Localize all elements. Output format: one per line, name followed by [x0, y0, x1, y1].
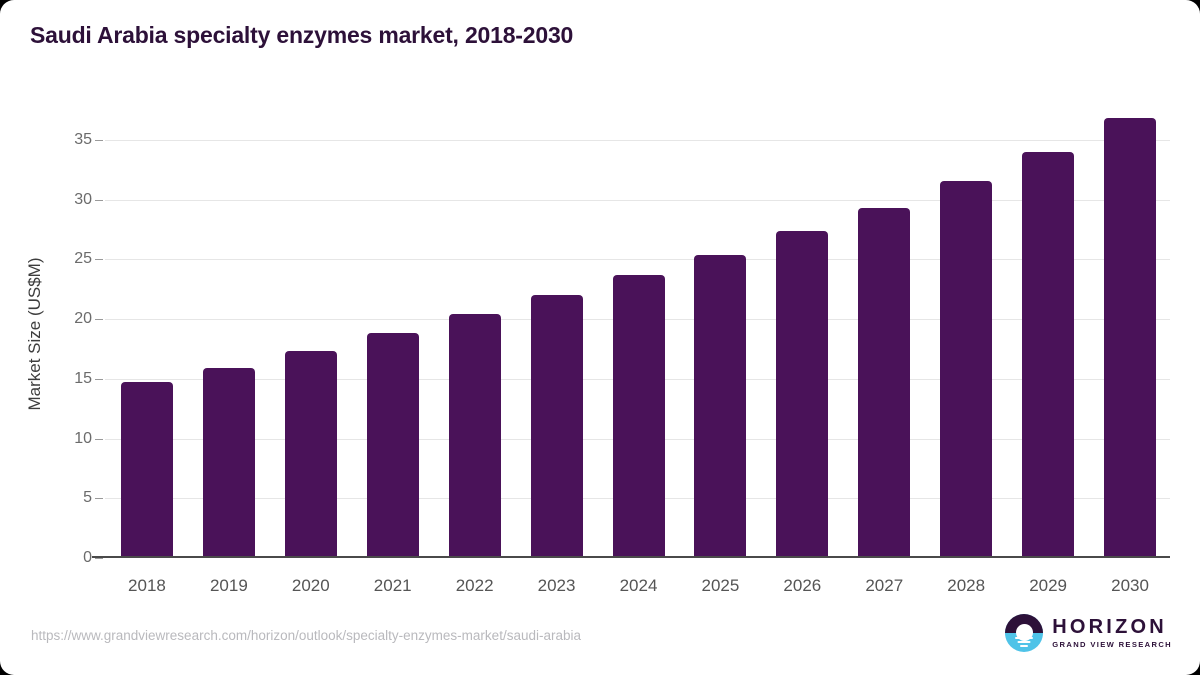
bar[interactable]: [858, 207, 911, 558]
x-axis-tick-label: 2027: [865, 576, 904, 595]
bar-group[interactable]: [1022, 110, 1075, 558]
bar[interactable]: [366, 333, 419, 558]
bar-series: [105, 110, 1170, 558]
y-axis-tick-mark: [95, 498, 103, 500]
bar-group[interactable]: [776, 110, 829, 558]
logo-wordmark: HORIZON: [1052, 616, 1167, 639]
x-axis-tick-label: 2019: [209, 576, 248, 595]
y-axis-tick-label: 5: [83, 489, 92, 507]
y-axis-tick-mark: [95, 558, 103, 559]
bar[interactable]: [448, 314, 501, 558]
y-axis-tick-mark: [95, 319, 103, 321]
y-axis-tick-label: 0: [83, 549, 92, 566]
bar[interactable]: [530, 295, 583, 558]
x-axis-tick-label: 2024: [619, 576, 658, 595]
x-axis-tick-label: 2025: [701, 576, 740, 595]
bar[interactable]: [1022, 151, 1075, 558]
bar-group[interactable]: [448, 110, 501, 558]
horizon-sun-icon: [1005, 614, 1044, 652]
bar-group[interactable]: [530, 110, 583, 558]
x-axis-tick-label: 2028: [947, 576, 986, 595]
bar[interactable]: [612, 274, 665, 558]
y-axis-tick-label: 35: [74, 130, 92, 148]
bar-group[interactable]: [858, 110, 911, 558]
y-axis-tick-label: 25: [74, 250, 92, 268]
bar-group[interactable]: [284, 110, 337, 558]
y-axis-tick-label: 15: [74, 369, 92, 387]
x-axis-tick-label: 2029: [1029, 576, 1068, 595]
y-axis-tick-mark: [95, 438, 103, 440]
y-axis-title-label: Market Size (US$M): [25, 257, 44, 411]
bar[interactable]: [202, 368, 255, 558]
x-axis-tick-label: 2022: [455, 576, 494, 595]
x-axis-tick-label: 2018: [128, 576, 166, 595]
x-axis-tick-label: 2030: [1111, 576, 1149, 595]
page-title: Saudi Arabia specialty enzymes market, 2…: [30, 22, 574, 48]
gridline: [105, 199, 1170, 201]
bar-group[interactable]: [1104, 110, 1157, 558]
y-axis-tick-label: 20: [74, 310, 92, 328]
bar-group[interactable]: [202, 110, 255, 558]
horizon-logo[interactable]: HORIZON GRAND VIEW RESEARCH: [1005, 614, 1172, 652]
x-axis-tick-label: 2026: [783, 576, 822, 595]
logo-text: HORIZON GRAND VIEW RESEARCH: [1052, 617, 1172, 649]
source-url[interactable]: https://www.grandviewresearch.com/horizo…: [31, 628, 581, 643]
gridline: [105, 259, 1170, 261]
gridline: [105, 139, 1170, 141]
y-axis-tick-mark: [95, 259, 103, 261]
y-axis-tick-mark: [95, 199, 103, 201]
bar[interactable]: [284, 351, 337, 558]
plot-area: 2018 2019 2020 2021 2022 2023 2024 2025 2026 2027…: [92, 110, 1170, 595]
bar[interactable]: [694, 254, 747, 558]
y-axis-title: Market Size (US$M): [22, 110, 48, 558]
bar-group[interactable]: [694, 110, 747, 558]
y-axis-tick-label: 30: [74, 190, 92, 208]
y-axis-tick-mark: [95, 139, 103, 141]
bar-group[interactable]: [940, 110, 993, 558]
bar-group[interactable]: [120, 110, 173, 558]
logo-subtitle: GRAND VIEW RESEARCH: [1052, 640, 1172, 650]
bar[interactable]: [940, 180, 993, 558]
y-axis-tick-mark: [95, 378, 103, 380]
bar[interactable]: [120, 382, 173, 558]
y-axis-tick-label: 10: [74, 429, 92, 447]
bar[interactable]: [776, 230, 829, 558]
x-axis-line: [92, 556, 1170, 558]
x-axis-tick-label: 2020: [291, 576, 330, 595]
bar-group[interactable]: [366, 110, 419, 558]
x-axis-tick-label: 2021: [373, 576, 412, 595]
bar-group[interactable]: [612, 110, 665, 558]
bar[interactable]: [1104, 118, 1157, 558]
x-axis-tick-label: 2023: [537, 576, 576, 595]
